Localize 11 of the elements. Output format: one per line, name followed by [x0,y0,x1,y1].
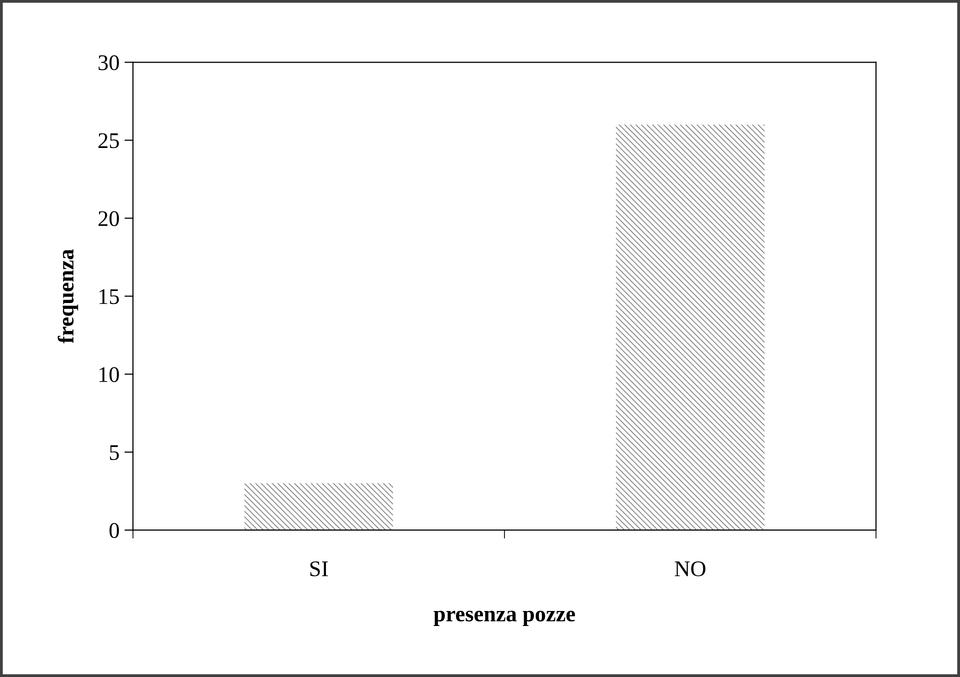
y-tick-label: 10 [100,367,119,382]
x-tick-label: SI [310,561,328,576]
y-tick-label: 20 [98,211,119,226]
y-tick-label: 0 [110,523,119,538]
y-tick-label: 25 [98,133,119,148]
x-tick-label: NO [674,561,706,576]
y-axis-title: frequenza [58,249,78,344]
y-tick-label: 30 [98,55,119,70]
y-tick-label: 15 [100,289,119,304]
y-tick-label: 5 [110,445,119,460]
x-axis-title: presenza pozze [434,610,575,626]
